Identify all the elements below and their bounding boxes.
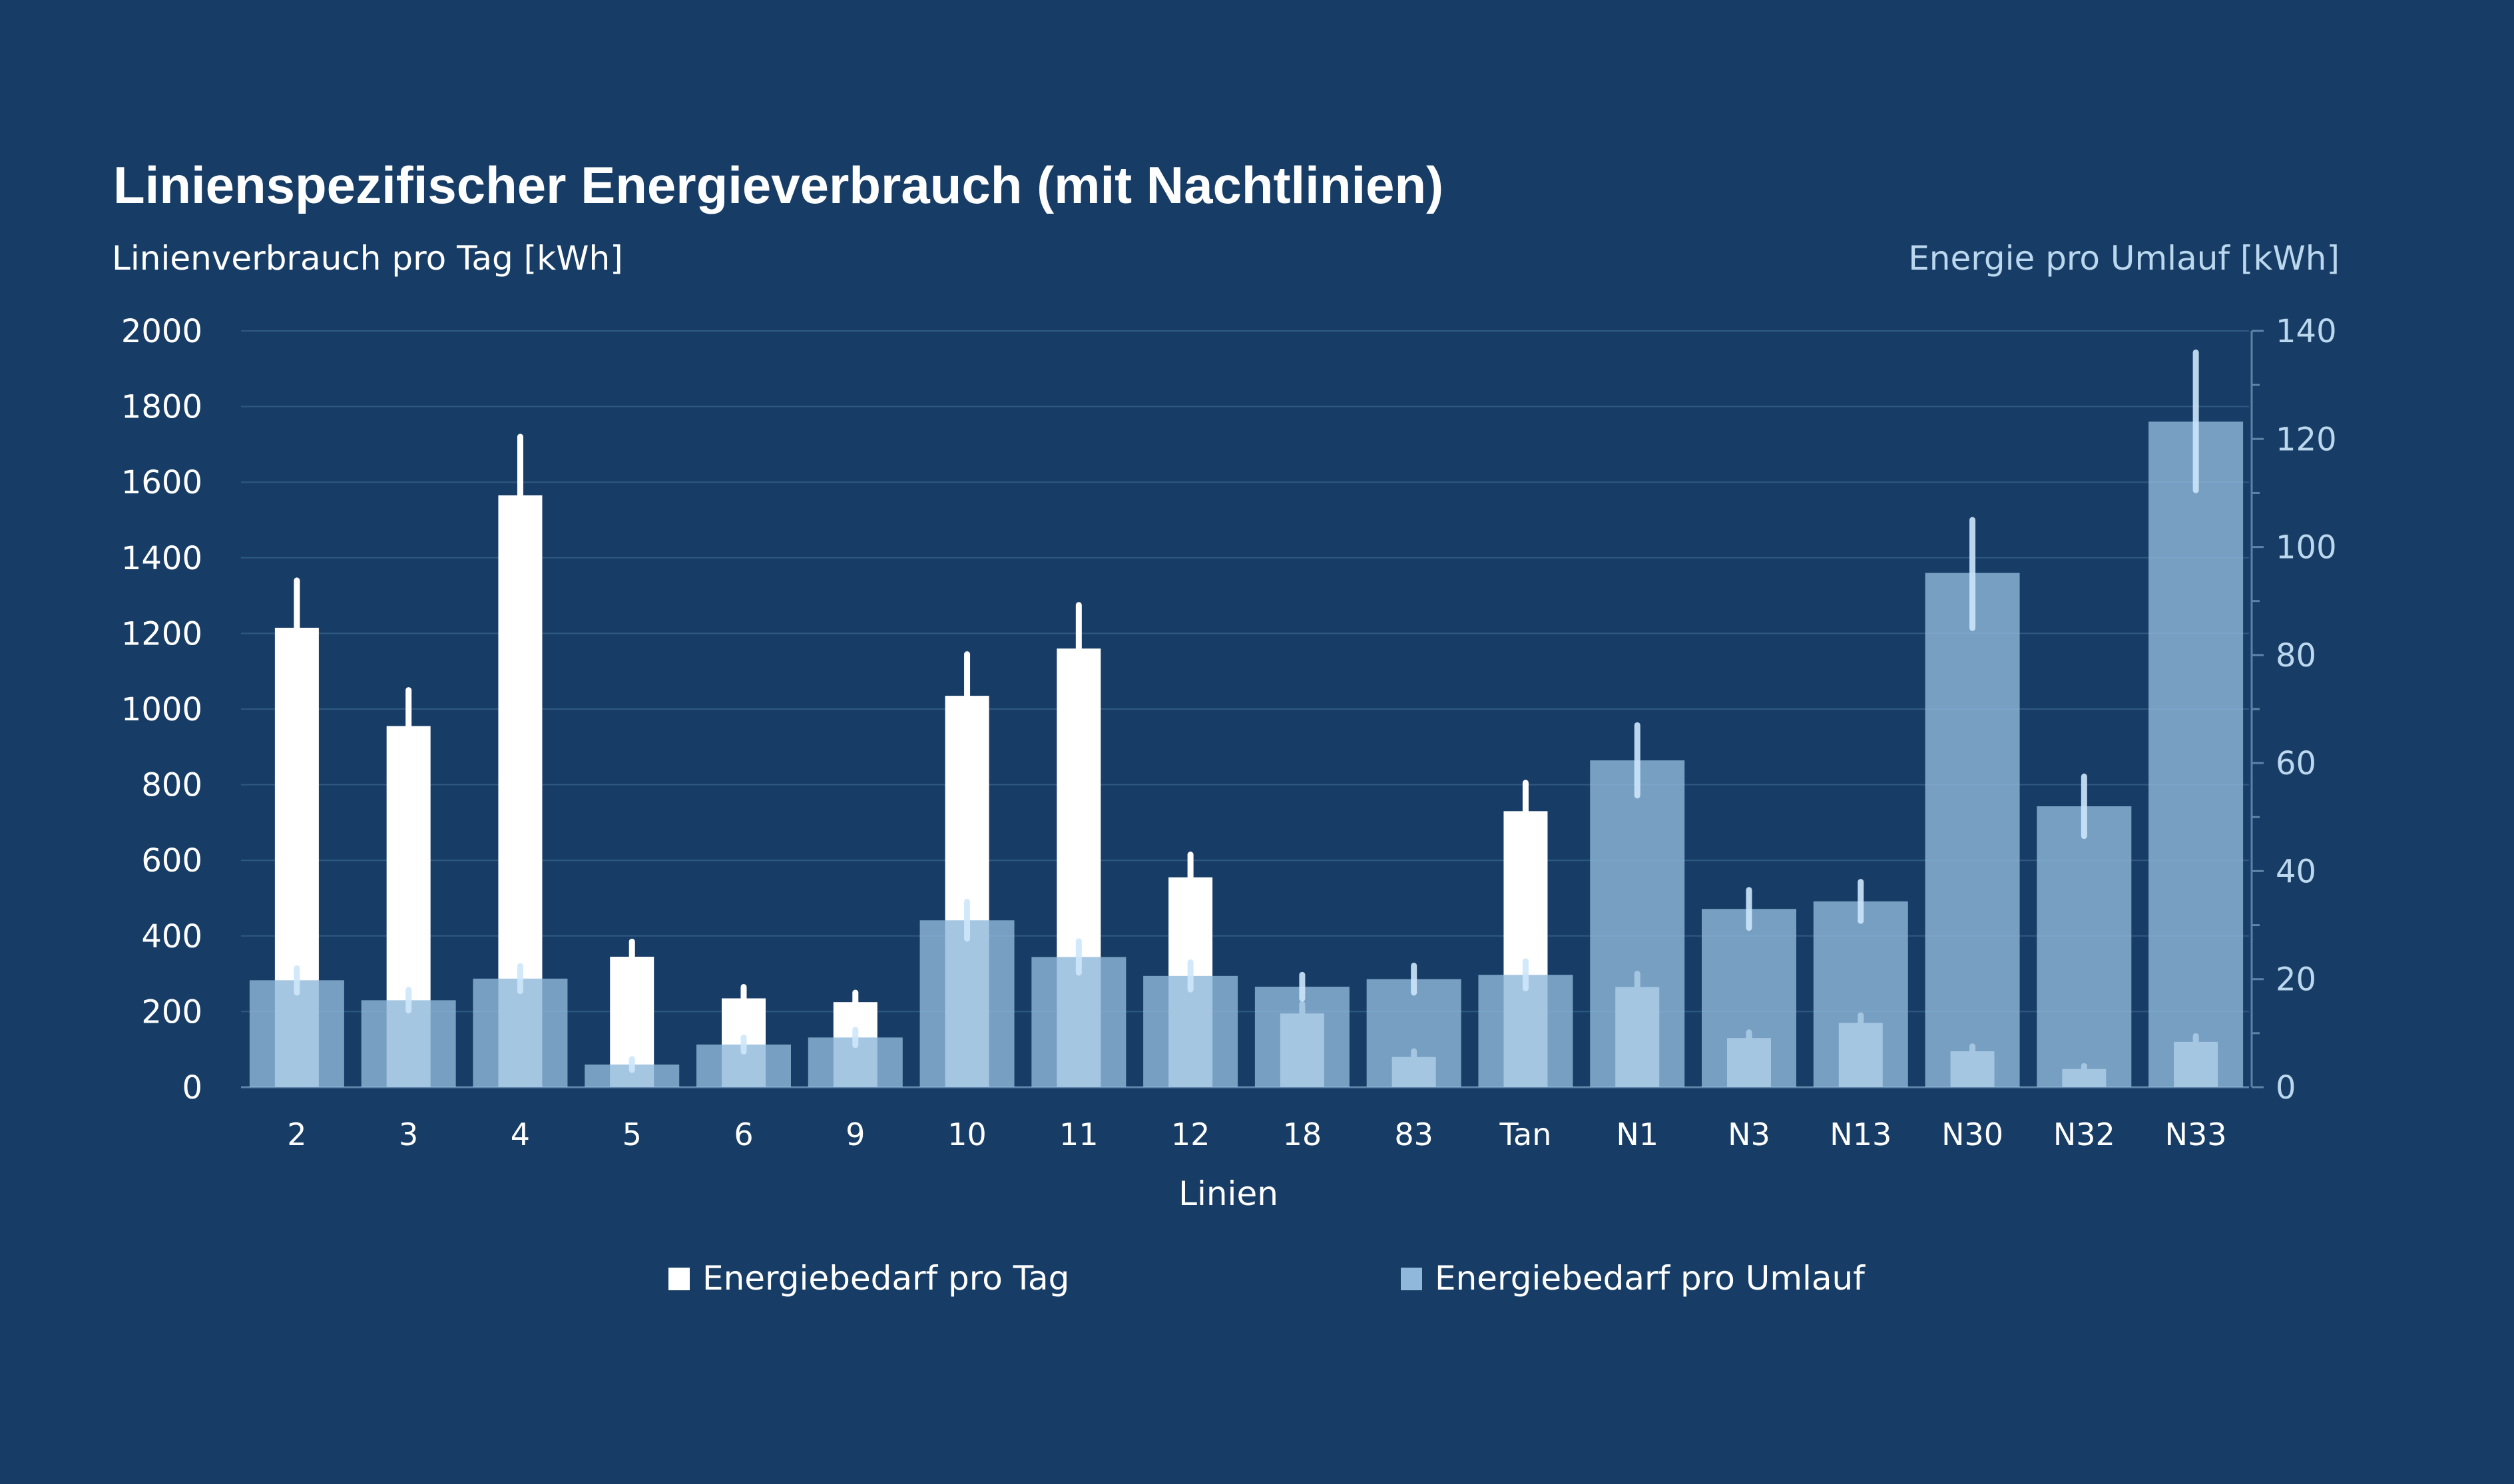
legend-swatch-energy-per-cycle [1401,1268,1422,1290]
right-tick-label: 20 [2276,961,2316,999]
x-tick-label: 11 [1059,1116,1099,1152]
bar-energy-per-cycle-N32 [2037,806,2132,1087]
bar-energy-per-cycle-N33 [2148,421,2244,1087]
bar-energy-per-cycle-N30 [1925,573,2020,1087]
x-axis-ticks: 2 3 4 5 6 9 10 11 12 18 83 Tan N1 N3 N13 N30 N32 N33 [287,1116,2226,1152]
x-tick-label: 2 [287,1116,306,1152]
bar-energy-per-cycle-3 [361,1000,456,1087]
bar-energy-per-cycle-4 [473,978,568,1087]
chart-title: Linienspezifischer Energieverbrauch (mit… [113,156,1443,214]
x-tick-label: 12 [1171,1116,1210,1152]
legend-swatch-energy-per-day [668,1268,690,1290]
x-tick-label: 9 [846,1116,865,1152]
left-axis-title: Linienverbrauch pro Tag [kWh] [112,239,623,278]
x-tick-label: N32 [2053,1116,2115,1152]
bar-energy-per-cycle-83 [1366,979,1461,1087]
left-tick-label: 400 [141,918,202,955]
left-tick-label: 2000 [121,313,202,350]
right-axis-title: Energie pro Umlauf [kWh] [1908,239,2340,278]
x-tick-label: 3 [399,1116,418,1152]
x-tick-label: Tan [1499,1116,1552,1152]
bar-energy-per-cycle-Tan [1478,975,1573,1087]
x-tick-label: 18 [1283,1116,1322,1152]
left-tick-label: 1800 [121,389,202,426]
right-axis: 0 20 40 60 80 100 120 140 [2250,313,2337,1107]
x-tick-label: N1 [1616,1116,1658,1152]
bar-energy-per-cycle-10 [919,920,1015,1087]
series-energy-per-cycle [249,349,2244,1087]
right-tick-label: 80 [2276,637,2316,674]
left-tick-label: 800 [141,767,202,804]
bar-energy-per-cycle-N3 [1702,909,1796,1087]
left-axis-ticks: 0 200 400 600 800 1000 1200 1400 1600 1800 2000 [121,313,202,1107]
left-tick-label: 200 [141,993,202,1031]
right-tick-label: 140 [2276,313,2337,350]
legend: Energiebedarf pro Tag Energiebedarf pro … [668,1259,1866,1298]
legend-label-energy-per-cycle: Energiebedarf pro Umlauf [1435,1259,1866,1298]
bar-energy-per-cycle-12 [1143,975,1238,1087]
x-tick-label: 10 [947,1116,987,1152]
legend-label-energy-per-day: Energiebedarf pro Tag [702,1259,1069,1298]
bar-energy-per-cycle-11 [1031,957,1127,1087]
right-tick-label: 100 [2276,529,2337,567]
x-tick-label: N13 [1830,1116,1891,1152]
gridlines [241,330,2249,1089]
right-tick-label: 120 [2276,421,2337,458]
right-tick-label: 0 [2276,1069,2296,1107]
bar-energy-per-cycle-N13 [1813,901,1908,1087]
bar-energy-per-cycle-N1 [1590,760,1685,1087]
left-tick-label: 1400 [121,540,202,577]
bar-energy-per-cycle-18 [1254,987,1350,1087]
left-tick-label: 1200 [121,615,202,652]
left-tick-label: 600 [141,842,202,879]
x-tick-label: N33 [2165,1116,2227,1152]
right-tick-label: 40 [2276,853,2316,890]
x-tick-label: 83 [1394,1116,1433,1152]
left-tick-label: 1600 [121,464,202,501]
left-tick-label: 1000 [121,691,202,728]
bar-energy-per-cycle-2 [249,980,344,1087]
x-tick-label: 5 [623,1116,642,1152]
left-tick-label: 0 [182,1069,202,1107]
x-tick-label: N30 [1941,1116,2003,1152]
x-tick-label: N3 [1728,1116,1770,1152]
x-tick-label: 6 [734,1116,753,1152]
x-axis-title: Linien [1178,1174,1278,1213]
x-tick-label: 4 [511,1116,530,1152]
right-tick-label: 60 [2276,745,2316,782]
